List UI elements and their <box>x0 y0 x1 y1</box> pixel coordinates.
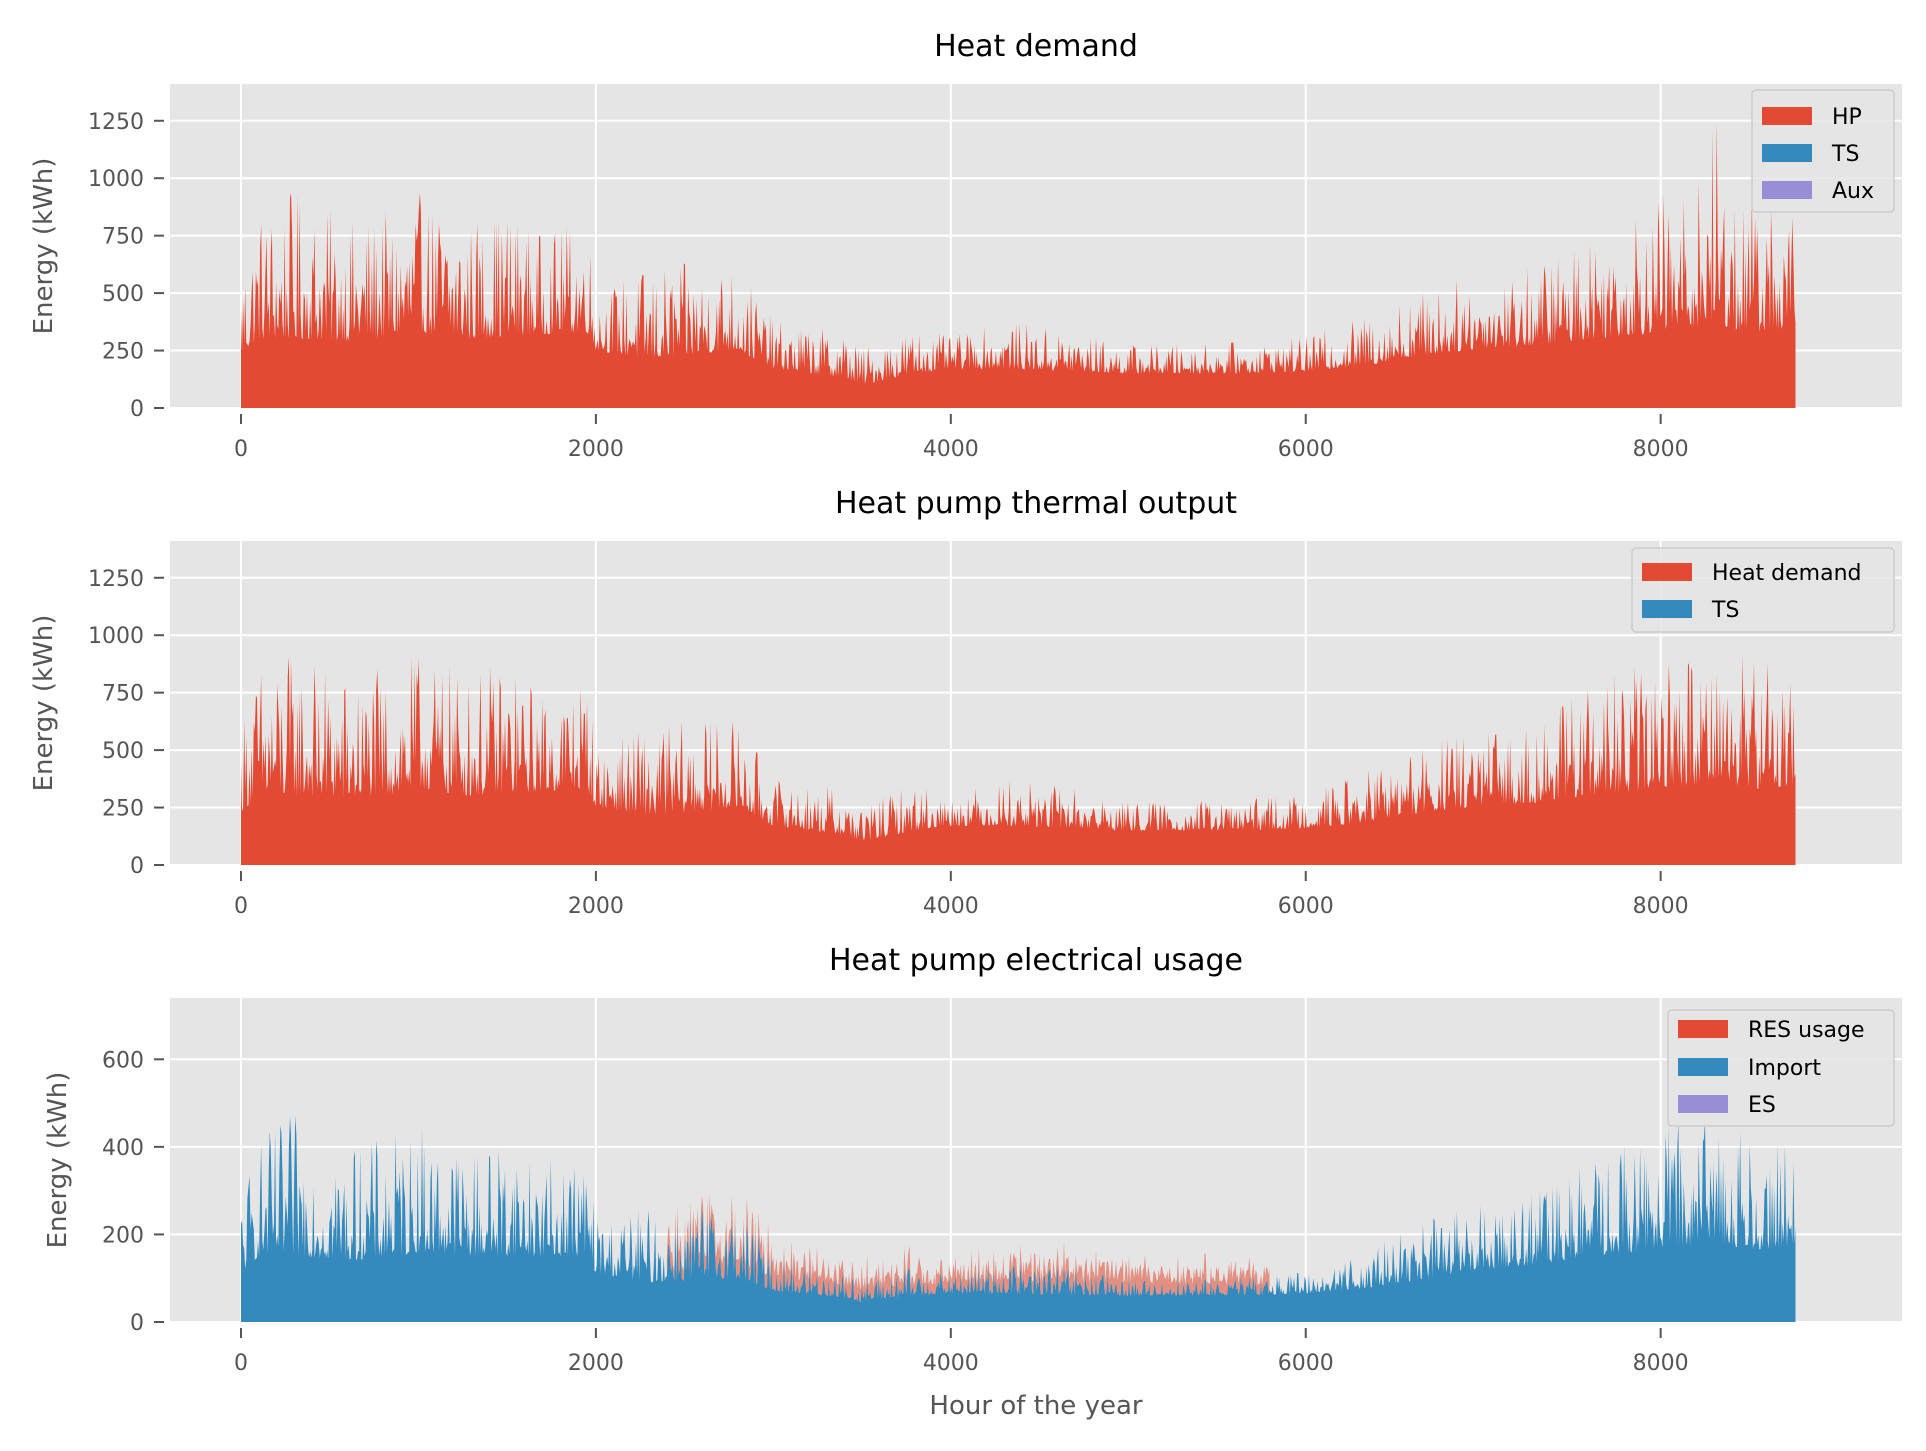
legend: Heat demand TS <box>1631 547 1895 633</box>
y-tick-label: 750 <box>102 682 144 707</box>
y-tick-label: 500 <box>102 282 144 307</box>
legend-swatch-heat-demand <box>1642 563 1692 581</box>
legend: RES usage Import ES <box>1667 1009 1895 1127</box>
y-tick-label: 0 <box>130 1311 144 1336</box>
y-tick-label: 750 <box>102 225 144 250</box>
legend-swatch-hp <box>1762 107 1812 125</box>
y-tick-label: 500 <box>102 739 144 764</box>
x-tick-label: 4000 <box>923 1351 979 1376</box>
x-tick-label: 0 <box>234 437 248 462</box>
x-tick-label: 0 <box>234 894 248 919</box>
chart-heat-pump-thermal-output: Heat pump thermal output 0 250 500 750 1000 1… <box>29 486 1902 919</box>
x-axis-ticks: 0 2000 4000 6000 8000 <box>234 871 1689 919</box>
y-tick-label: 0 <box>130 854 144 879</box>
legend-label-es: ES <box>1748 1093 1776 1118</box>
y-axis-label: Energy (kWh) <box>43 1072 73 1249</box>
legend-swatch-import <box>1678 1058 1728 1076</box>
legend-swatch-aux <box>1762 181 1812 199</box>
area-series-res-usage <box>666 1193 1270 1302</box>
x-tick-label: 8000 <box>1633 1351 1689 1376</box>
area-series-group <box>241 655 1796 865</box>
legend-swatch-ts <box>1642 600 1692 618</box>
chart-title: Heat pump thermal output <box>835 486 1237 521</box>
y-tick-label: 200 <box>102 1223 144 1248</box>
x-tick-label: 4000 <box>923 437 979 462</box>
y-tick-label: 400 <box>102 1136 144 1161</box>
legend-label-hp: HP <box>1832 105 1862 130</box>
chart-title: Heat pump electrical usage <box>829 943 1243 978</box>
x-tick-label: 6000 <box>1278 1351 1334 1376</box>
legend-swatch-res-usage <box>1678 1020 1728 1038</box>
legend-label-ts: TS <box>1711 598 1739 623</box>
legend: HP TS Aux <box>1751 89 1895 213</box>
y-tick-label: 1000 <box>88 167 144 192</box>
y-axis-ticks: 0 250 500 750 1000 1250 <box>88 567 164 879</box>
y-axis-label: Energy (kWh) <box>29 158 59 335</box>
legend-label-heat-demand: Heat demand <box>1712 561 1862 586</box>
legend-label-res-usage: RES usage <box>1748 1018 1865 1043</box>
x-tick-label: 8000 <box>1633 437 1689 462</box>
legend-label-import: Import <box>1748 1056 1821 1081</box>
x-axis-label: Hour of the year <box>929 1391 1142 1421</box>
x-axis-ticks: 0 2000 4000 6000 8000 <box>234 1328 1689 1376</box>
y-axis-ticks: 0 250 500 750 1000 1250 <box>88 110 164 422</box>
y-tick-label: 1000 <box>88 624 144 649</box>
y-axis-label: Energy (kWh) <box>29 615 59 792</box>
legend-label-ts: TS <box>1831 142 1859 167</box>
x-axis-ticks: 0 2000 4000 6000 8000 <box>234 414 1689 462</box>
area-series-group <box>241 121 1796 408</box>
x-tick-label: 6000 <box>1278 894 1334 919</box>
area-series-group <box>241 1115 1796 1322</box>
area-series-heat-demand <box>241 655 1796 865</box>
legend-label-aux: Aux <box>1832 179 1874 204</box>
x-tick-label: 2000 <box>568 437 624 462</box>
x-tick-label: 0 <box>234 1351 248 1376</box>
y-axis-ticks: 0 200 400 600 <box>102 1048 164 1336</box>
chart-title: Heat demand <box>934 29 1138 64</box>
y-tick-label: 600 <box>102 1048 144 1073</box>
x-tick-label: 8000 <box>1633 894 1689 919</box>
legend-swatch-ts <box>1762 144 1812 162</box>
x-tick-label: 4000 <box>923 894 979 919</box>
chart-heat-demand: Heat demand 0 250 500 750 1000 1250 0 2000 4000… <box>29 29 1902 462</box>
y-tick-label: 1250 <box>88 110 144 135</box>
y-tick-label: 250 <box>102 797 144 822</box>
legend-box <box>1631 547 1895 633</box>
area-series-hp <box>241 121 1796 408</box>
x-tick-label: 6000 <box>1278 437 1334 462</box>
y-tick-label: 1250 <box>88 567 144 592</box>
x-tick-label: 2000 <box>568 894 624 919</box>
chart-heat-pump-electrical-usage: Heat pump electrical usage 0 200 400 600 0 2… <box>43 943 1902 1421</box>
y-tick-label: 0 <box>130 397 144 422</box>
y-tick-label: 250 <box>102 340 144 365</box>
area-series-import <box>241 1115 1796 1322</box>
x-tick-label: 2000 <box>568 1351 624 1376</box>
legend-swatch-es <box>1678 1095 1728 1113</box>
